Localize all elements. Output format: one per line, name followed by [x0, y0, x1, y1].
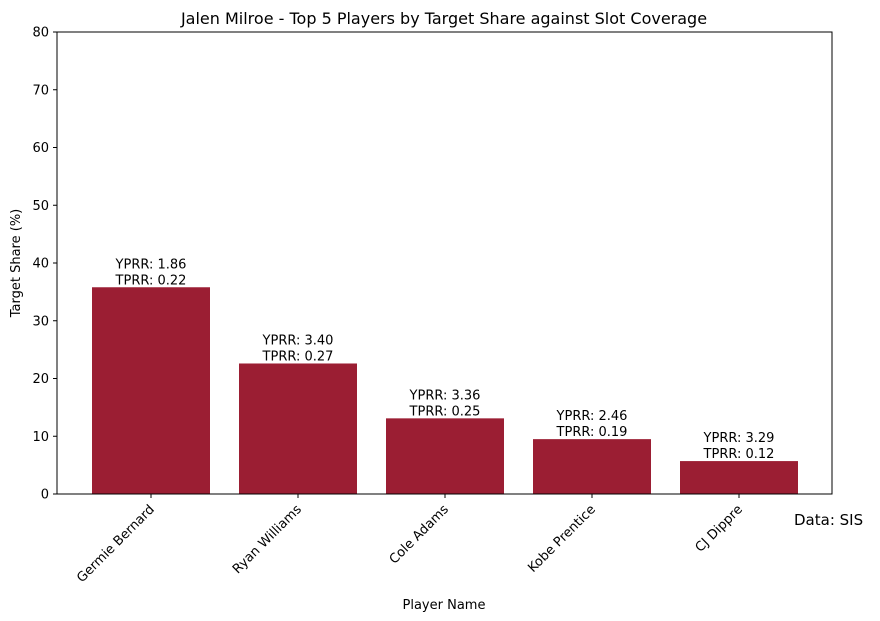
x-tick-label: Ryan Williams	[230, 502, 305, 577]
y-tick-label: 50	[32, 199, 49, 214]
bar-label-yprr: YPRR: 2.46	[556, 409, 628, 424]
bar-label-tprr: TPRR: 0.19	[556, 425, 628, 440]
y-tick-label: 60	[32, 141, 49, 156]
y-tick-label: 40	[32, 257, 49, 272]
y-tick-label: 80	[32, 26, 49, 41]
bar-label-yprr: YPRR: 3.29	[703, 431, 775, 446]
chart-title: Jalen Milroe - Top 5 Players by Target S…	[180, 9, 707, 28]
source-note: Data: SIS	[794, 511, 863, 529]
bar-label-tprr: TPRR: 0.27	[262, 349, 334, 364]
bar-label-yprr: YPRR: 1.86	[115, 257, 187, 272]
bar	[533, 439, 651, 494]
y-tick-label: 70	[32, 83, 49, 98]
bar-label-tprr: TPRR: 0.22	[115, 273, 187, 288]
y-tick-label: 20	[32, 372, 49, 387]
x-tick-label: Germie Bernard	[74, 502, 158, 586]
bar-label-yprr: YPRR: 3.40	[262, 333, 334, 348]
x-axis-label: Player Name	[403, 598, 486, 613]
bar	[386, 418, 504, 494]
x-tick-label: CJ Dippre	[693, 502, 746, 555]
bar-label-tprr: TPRR: 0.12	[703, 447, 775, 462]
plot-frame	[56, 31, 833, 495]
y-axis-label: Target Share (%)	[9, 209, 24, 319]
bar-label-tprr: TPRR: 0.25	[409, 404, 481, 419]
bar	[239, 363, 357, 494]
y-tick-label: 10	[32, 430, 49, 445]
bar-label-yprr: YPRR: 3.36	[409, 388, 481, 403]
y-axis: 0 10 20 30 40 50 60 70 80	[32, 26, 57, 503]
y-tick-label: 30	[32, 314, 49, 329]
x-tick-label: Cole Adams	[387, 502, 452, 567]
bars-group	[92, 287, 798, 494]
bar	[92, 287, 210, 494]
bar	[680, 461, 798, 494]
x-axis: Germie Bernard Ryan Williams Cole Adams Kob…	[74, 494, 746, 586]
y-tick-label: 0	[41, 488, 49, 503]
x-tick-label: Kobe Prentice	[525, 502, 599, 576]
